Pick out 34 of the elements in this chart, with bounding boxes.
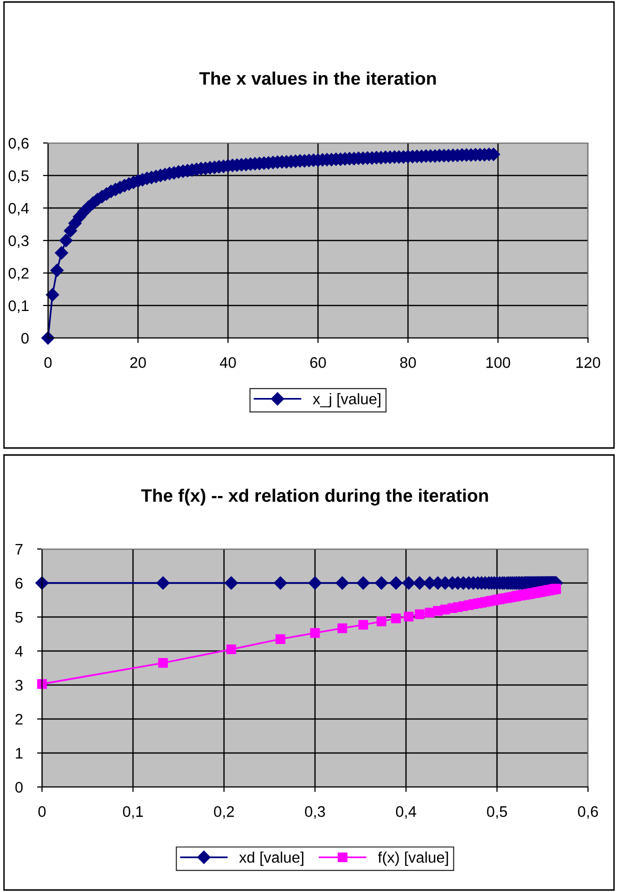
x-tick-label: 100 (486, 357, 510, 368)
y-tick-label: 0,2 (8, 268, 28, 280)
chart-title: The f(x) -- xd relation during the iteration (141, 488, 488, 506)
x-tick-label: 120 (576, 357, 600, 368)
legend-label: xd [value] (239, 852, 304, 866)
y-tick-label: 7 (16, 544, 22, 555)
x-tick-label: 0,4 (396, 806, 416, 819)
y-tick-label: 0,6 (8, 138, 29, 150)
y-tick-label: 0 (21, 332, 29, 344)
x-tick-label: 0 (38, 806, 46, 817)
y-tick-label: 0 (15, 782, 23, 793)
x-tick-label: 0 (44, 357, 52, 368)
y-tick-label: 0,4 (8, 202, 29, 216)
y-tick-label: 3 (15, 680, 23, 691)
chart-title: The x values in the iteration (199, 72, 436, 85)
y-tick-label: 0,3 (8, 235, 29, 248)
y-tick-label: 0,5 (8, 170, 29, 183)
y-tick-label: 1 (16, 748, 23, 759)
x-tick-label: 0,6 (578, 806, 598, 819)
y-tick-label: 5 (15, 612, 23, 623)
y-tick-label: 6 (16, 578, 23, 589)
x-tick-label: 80 (400, 357, 416, 368)
x-tick-label: 0,3 (304, 806, 325, 819)
y-tick-label: 4 (15, 646, 23, 657)
y-tick-label: 2 (16, 714, 22, 725)
x-tick-label: 0,2 (214, 806, 234, 819)
x-tick-label: 0,5 (486, 806, 507, 819)
x-tick-label: 40 (220, 357, 236, 368)
x-tick-label: 20 (130, 357, 146, 368)
legend-label: x_j [value] (312, 393, 380, 408)
x-tick-label: 0,1 (122, 806, 143, 819)
x-tick-label: 60 (310, 357, 326, 368)
legend-label: f(x) [value] (378, 852, 448, 866)
y-tick-label: 0,1 (8, 300, 29, 313)
